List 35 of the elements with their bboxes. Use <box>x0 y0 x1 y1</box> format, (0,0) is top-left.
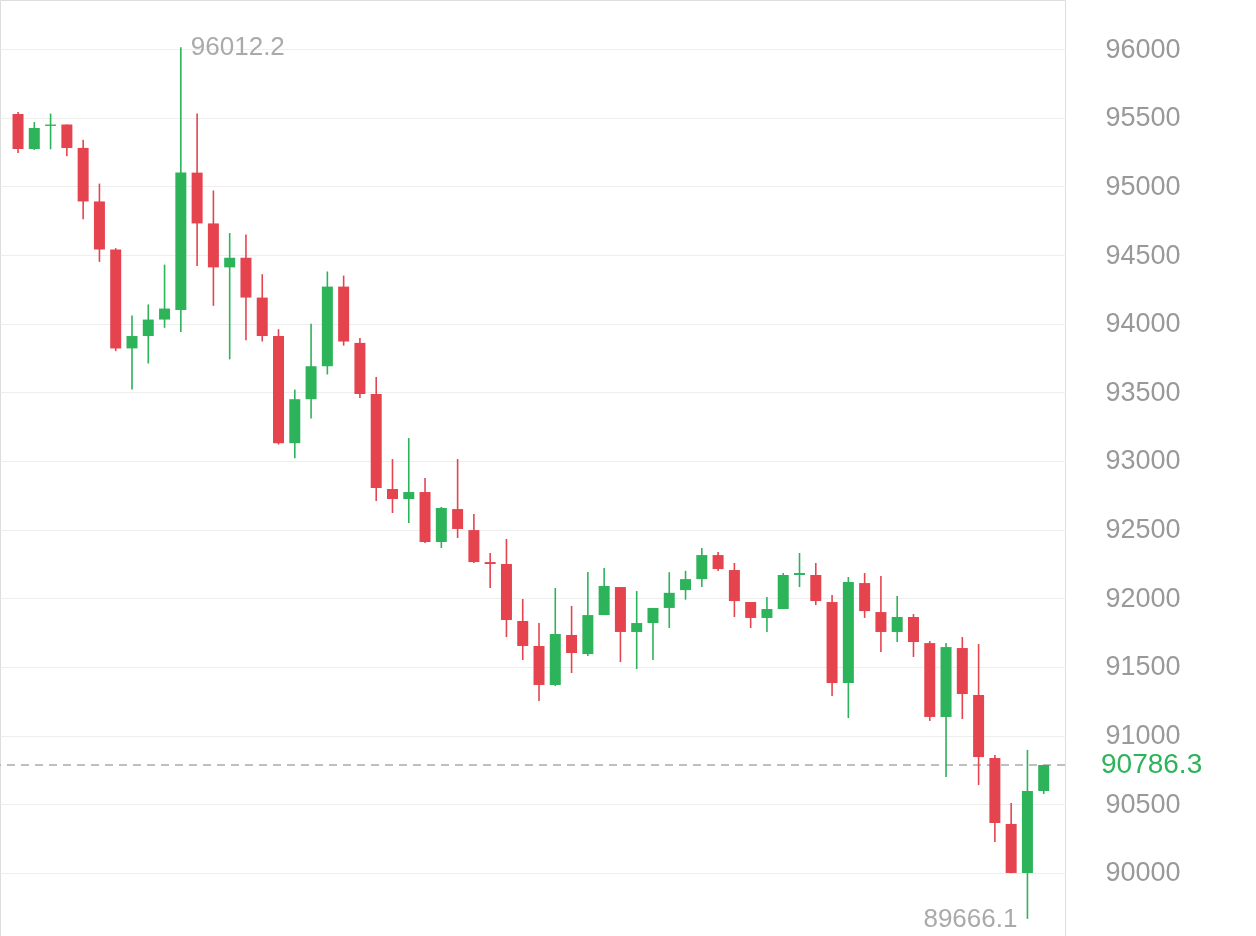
y-tick-label: 94500 <box>1105 239 1181 270</box>
candlestick <box>403 437 415 524</box>
candlestick <box>761 596 773 633</box>
y-tick-label: 93000 <box>1105 445 1181 476</box>
y-tick-label: 92000 <box>1105 582 1181 613</box>
candlestick <box>566 605 578 674</box>
y-tick-label: 96000 <box>1105 33 1181 64</box>
candlestick <box>61 123 73 157</box>
candlestick <box>28 121 40 151</box>
annotation: 96012.2 <box>190 31 285 62</box>
y-tick-label: 93500 <box>1105 376 1181 407</box>
y-tick-label: 90000 <box>1105 857 1181 888</box>
y-tick-label: 95500 <box>1105 102 1181 133</box>
candlestick <box>647 607 659 661</box>
candlestick <box>452 458 464 539</box>
y-tick-label: 91500 <box>1105 651 1181 682</box>
y-tick-label: 92500 <box>1105 514 1181 545</box>
candlestick <box>631 590 643 670</box>
candlestick <box>712 551 724 572</box>
y-tick-label: 94000 <box>1105 308 1181 339</box>
candlestick <box>142 303 154 365</box>
candlestick <box>891 595 903 643</box>
candlestick <box>484 552 496 589</box>
annotation: 89666.1 <box>923 902 1018 933</box>
candlestick <box>126 314 138 391</box>
candlestick <box>680 570 692 601</box>
candlestick <box>224 232 236 361</box>
candlestick <box>663 571 675 629</box>
candlestick <box>159 263 171 329</box>
candlestick <box>794 552 806 588</box>
y-tick-label: 95000 <box>1105 170 1181 201</box>
candlestick <box>745 601 757 629</box>
y-tick-label: 90500 <box>1105 788 1181 819</box>
candlestick <box>386 458 398 514</box>
candlestick <box>875 575 887 653</box>
